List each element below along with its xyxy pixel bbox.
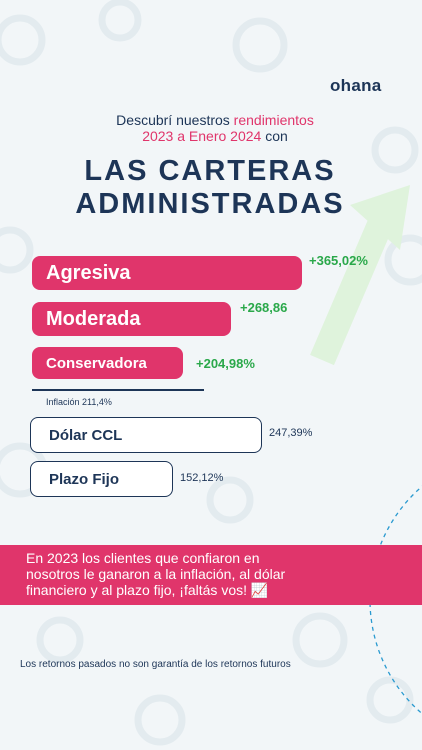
banner-line-1: En 2023 los clientes que confiaron en [26,550,260,566]
intro-line-1: Descubrí nuestros rendimientos [116,112,314,128]
bar-agresiva: Agresiva [32,256,302,290]
value-label-agresiva: +365,02% [309,253,368,268]
trend-arrow-icon [310,185,410,366]
headline-line-1: LAS CARTERAS [84,155,336,187]
conclusion-banner: En 2023 los clientes que confiaron en no… [0,545,422,605]
value-label-conservadora: +204,98% [196,356,255,371]
benchmark-value-plazo-fijo: 152,12% [180,472,224,484]
benchmark-dolar-ccl: Dólar CCL [30,417,262,453]
disclaimer-text: Los retornos pasados no son garantía de … [20,659,291,670]
value-label-moderada: +268,86 [240,300,288,315]
banner-line-3: financiero y al plazo fijo, ¡faltás vos!… [26,582,269,598]
bar-conservadora: Conservadora [32,347,183,379]
inflation-label: Inflación 211,4% [46,397,112,407]
headline-line-2: ADMINISTRADAS [75,188,345,220]
benchmark-value-dolar-ccl: 247,39% [269,427,313,439]
banner-line-2: nosotros le ganaron a la inflación, al d… [26,566,286,582]
ohana-logo: ohana [330,76,382,95]
benchmark-plazo-fijo: Plazo Fijo [30,461,173,497]
inflation-line [32,389,204,391]
intro-line-2: 2023 a Enero 2024 con [142,128,288,144]
bar-moderada: Moderada [32,302,231,336]
